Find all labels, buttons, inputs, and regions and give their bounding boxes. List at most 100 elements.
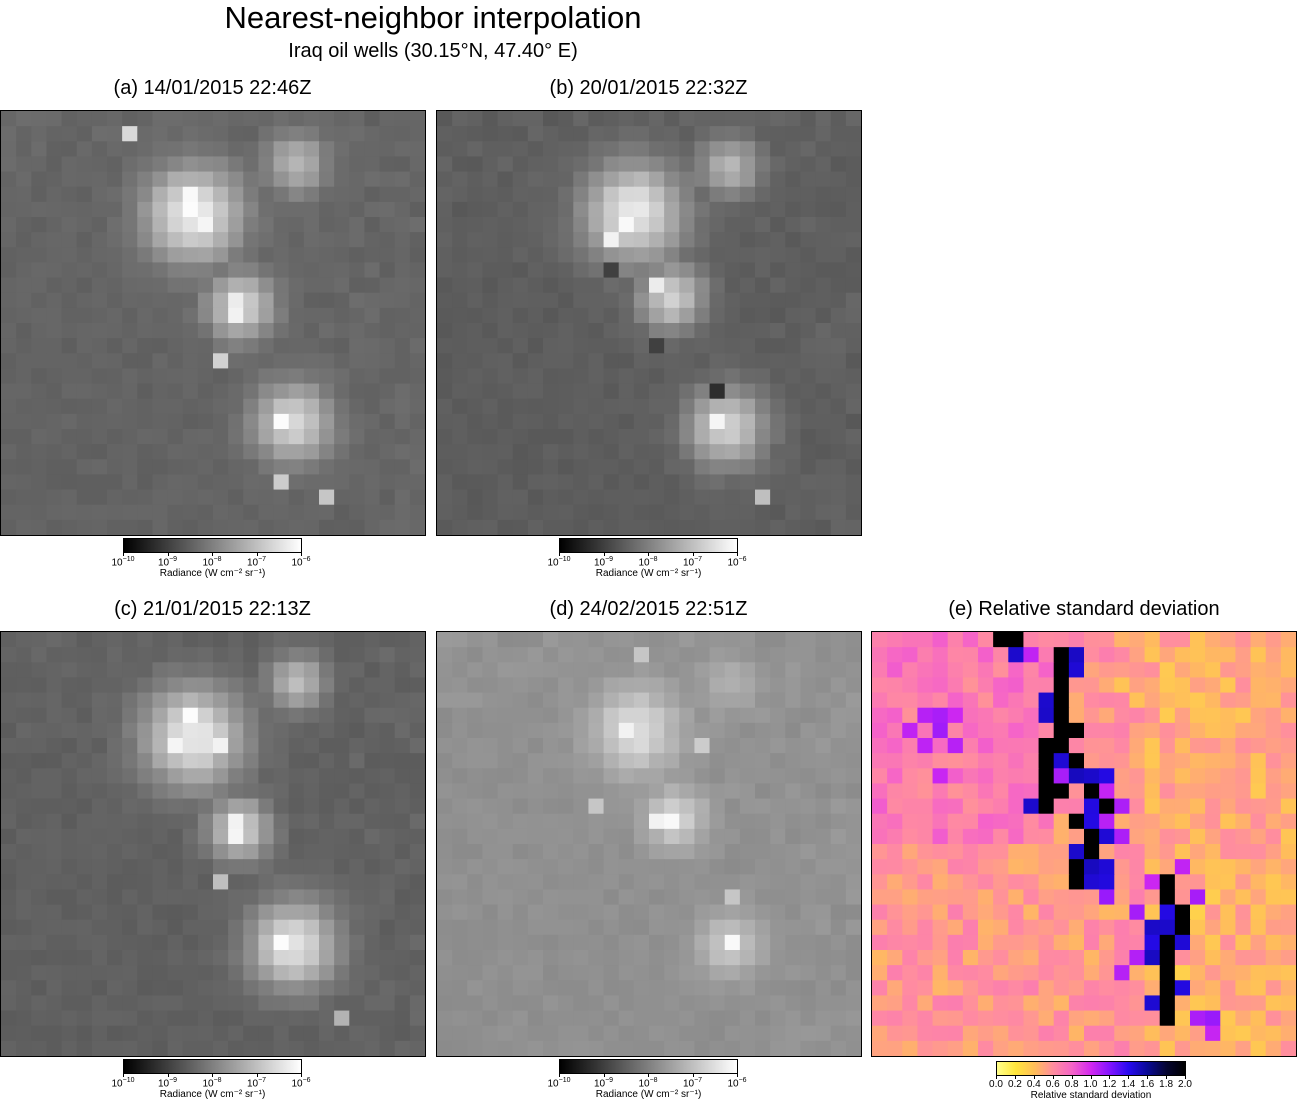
heatmap-cell xyxy=(1,262,17,279)
heatmap-cell xyxy=(182,753,199,769)
heatmap-cell xyxy=(288,768,305,785)
heatmap-cell xyxy=(167,156,184,173)
rsd-cell xyxy=(887,753,903,769)
heatmap-cell xyxy=(152,950,169,966)
rsd-cell xyxy=(1068,828,1085,845)
rsd-cell xyxy=(1265,707,1282,724)
heatmap-cell xyxy=(228,247,244,264)
heatmap-cell xyxy=(845,798,861,815)
rsd-cell xyxy=(1099,965,1115,981)
heatmap-cell xyxy=(497,247,514,264)
heatmap-cell xyxy=(694,413,711,430)
heatmap-cell xyxy=(288,647,305,663)
heatmap-cell xyxy=(482,171,499,188)
heatmap-cell xyxy=(679,647,696,663)
heatmap-cell xyxy=(755,201,771,218)
heatmap-cell xyxy=(815,262,832,279)
rsd-cell xyxy=(947,965,964,981)
colorbar-tick-label: 1.2 xyxy=(1102,1079,1117,1090)
heatmap-cell xyxy=(588,950,605,966)
heatmap-cell xyxy=(107,413,123,430)
rsd-cell xyxy=(1129,798,1146,815)
heatmap-cell xyxy=(197,980,214,997)
rsd-cell xyxy=(1190,813,1206,830)
heatmap-cell xyxy=(482,519,499,535)
heatmap-cell xyxy=(31,126,48,142)
heatmap-cell xyxy=(830,141,847,158)
heatmap-cell xyxy=(573,171,590,188)
heatmap-cell xyxy=(243,292,260,309)
colorbar-tick-label: 1.4 xyxy=(1121,1079,1136,1090)
heatmap-cell xyxy=(76,632,93,648)
heatmap-cell xyxy=(724,722,741,739)
rsd-cell xyxy=(1174,980,1191,997)
heatmap-cell xyxy=(739,1025,756,1042)
heatmap-cell xyxy=(679,1010,696,1027)
heatmap-cell xyxy=(709,459,726,476)
heatmap-cell xyxy=(1,489,17,506)
heatmap-cell xyxy=(303,965,320,981)
heatmap-cell xyxy=(573,413,590,430)
heatmap-cell xyxy=(437,677,453,694)
rsd-cell xyxy=(962,859,979,875)
heatmap-cell xyxy=(724,247,741,264)
rsd-cell xyxy=(1023,813,1040,830)
rsd-cell xyxy=(1190,859,1206,875)
heatmap-cell xyxy=(588,323,605,339)
rsd-cell xyxy=(1023,904,1040,921)
heatmap-cell xyxy=(452,844,468,860)
heatmap-cell xyxy=(76,429,93,445)
heatmap-cell xyxy=(800,368,817,385)
heatmap-cell xyxy=(755,444,771,460)
heatmap-cell xyxy=(649,186,665,203)
heatmap-cell xyxy=(830,262,847,279)
heatmap-cell xyxy=(482,874,499,891)
heatmap-cell xyxy=(633,323,650,339)
heatmap-cell xyxy=(785,186,802,203)
heatmap-cell xyxy=(558,677,574,694)
heatmap-cell xyxy=(182,111,199,127)
rsd-cell xyxy=(887,995,903,1012)
heatmap-cell xyxy=(91,707,108,724)
heatmap-cell xyxy=(349,798,366,815)
rsd-cell xyxy=(1205,950,1221,966)
heatmap-cell xyxy=(770,323,786,339)
rsd-cell xyxy=(947,828,964,845)
heatmap-cell xyxy=(197,753,214,769)
rsd-cell xyxy=(887,798,903,815)
heatmap-cell xyxy=(558,292,574,309)
rsd-cell xyxy=(1159,722,1176,739)
heatmap-cell xyxy=(694,753,711,769)
heatmap-cell xyxy=(61,980,78,997)
heatmap-cell xyxy=(845,995,861,1012)
rsd-cell xyxy=(887,965,903,981)
heatmap-cell xyxy=(739,429,756,445)
heatmap-cell xyxy=(588,504,605,521)
heatmap-cell xyxy=(467,232,484,248)
heatmap-cell xyxy=(800,738,817,754)
heatmap-cell xyxy=(122,459,138,476)
heatmap-cell xyxy=(213,647,229,663)
heatmap-cell xyxy=(452,323,468,339)
heatmap-cell xyxy=(785,217,802,233)
heatmap-cell xyxy=(679,753,696,769)
heatmap-cell xyxy=(724,647,741,663)
rsd-cell xyxy=(932,753,949,769)
rsd-cell xyxy=(1114,904,1131,921)
heatmap-cell xyxy=(319,753,335,769)
rsd-cell xyxy=(947,889,964,906)
heatmap-cell xyxy=(755,995,771,1012)
heatmap-cell xyxy=(588,965,605,981)
heatmap-cell xyxy=(258,383,275,400)
panel-c-svg xyxy=(1,632,425,1056)
heatmap-cell xyxy=(649,474,665,491)
heatmap-cell xyxy=(409,1010,425,1027)
rsd-cell xyxy=(1205,934,1221,951)
rsd-cell xyxy=(872,904,888,921)
heatmap-cell xyxy=(152,383,169,400)
heatmap-cell xyxy=(618,444,635,460)
heatmap-cell xyxy=(137,277,154,294)
heatmap-cell xyxy=(649,919,665,936)
heatmap-cell xyxy=(409,768,425,785)
heatmap-cell xyxy=(618,292,635,309)
